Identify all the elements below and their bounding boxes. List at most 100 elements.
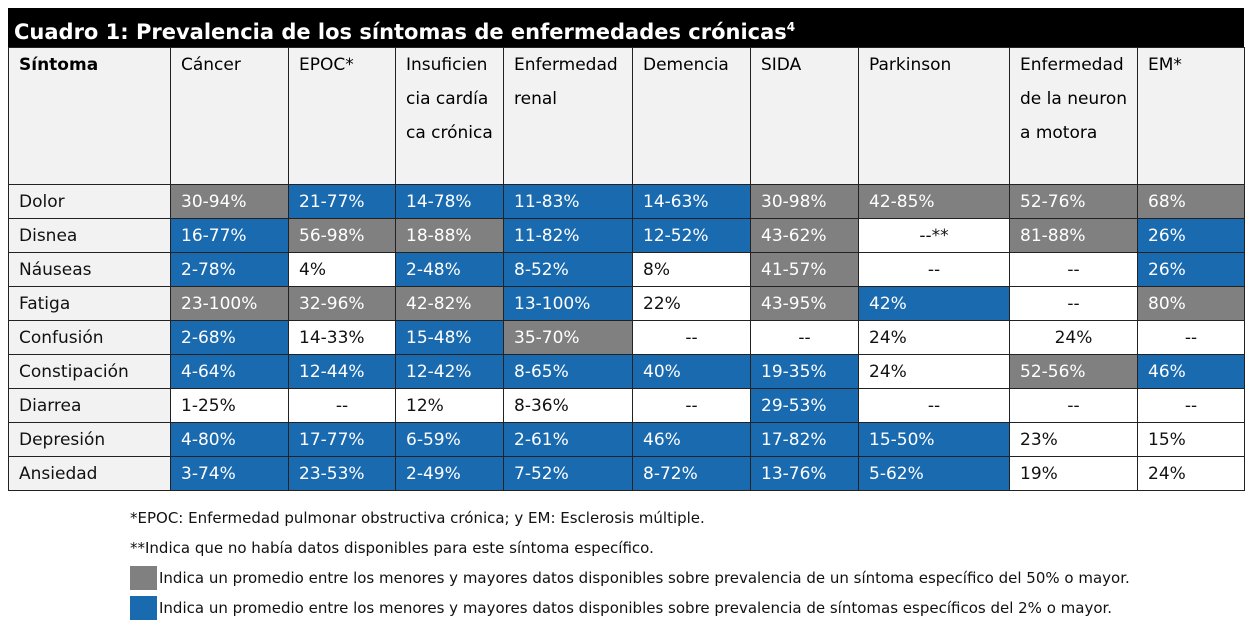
prevalence-cell: 13-76% (750, 456, 859, 491)
prevalence-cell: -- (750, 320, 859, 355)
prevalence-cell: 29-53% (750, 388, 859, 423)
table-row: Constipación 4-64% 12-44% 12-42% 8-65% 40% 19-… (8, 354, 1245, 389)
prevalence-cell: 16-77% (170, 218, 289, 253)
prevalence-cell: 17-77% (288, 422, 396, 457)
prevalence-cell: 19-35% (750, 354, 859, 389)
prevalence-cell: 4-64% (170, 354, 289, 389)
prevalence-cell: 24% (858, 354, 1010, 389)
prevalence-cell: 32-96% (288, 286, 396, 321)
prevalence-cell: 11-83% (503, 184, 633, 219)
prevalence-cell: 30-94% (170, 184, 289, 219)
prevalence-cell: 23-100% (170, 286, 289, 321)
prevalence-cell: 14-78% (395, 184, 504, 219)
prevalence-cell: 2-78% (170, 252, 289, 287)
prevalence-cell: -- (1009, 286, 1138, 321)
footnotes: *EPOC: Enfermedad pulmonar obstructiva c… (130, 503, 1130, 623)
column-header: Insuficiencia cardíaca crónica (395, 47, 504, 185)
symptom-label: Confusión (8, 320, 171, 355)
prevalence-cell: 42-85% (858, 184, 1010, 219)
legend-blue-text: Indica un promedio entre los menores y m… (159, 599, 1113, 617)
prevalence-cell: 12-42% (395, 354, 504, 389)
prevalence-cell: 52-76% (1009, 184, 1138, 219)
symptom-label: Constipación (8, 354, 171, 389)
prevalence-cell: -- (1137, 320, 1245, 355)
table-row: Náuseas 2-78% 4% 2-48% 8-52% 8% 41-57% -- -- 26% (8, 252, 1245, 287)
blue-swatch (130, 596, 157, 620)
prevalence-cell: --** (858, 218, 1010, 253)
prevalence-cell: 21-77% (288, 184, 396, 219)
prevalence-cell: 4% (288, 252, 396, 287)
prevalence-cell: 35-70% (503, 320, 633, 355)
symptom-label: Dolor (8, 184, 171, 219)
prevalence-cell: 26% (1137, 252, 1245, 287)
prevalence-cell: 17-82% (750, 422, 859, 457)
prevalence-cell: 46% (1137, 354, 1245, 389)
symptom-label: Depresión (8, 422, 171, 457)
prevalence-cell: -- (288, 388, 396, 423)
prevalence-cell: 18-88% (395, 218, 504, 253)
prevalence-cell: 15-50% (858, 422, 1010, 457)
prevalence-cell: 2-49% (395, 456, 504, 491)
table-row: Depresión 4-80% 17-77% 6-59% 2-61% 46% 17-82% 1… (8, 422, 1245, 457)
column-header: EPOC* (288, 47, 396, 185)
prevalence-cell: 7-52% (503, 456, 633, 491)
column-header: SIDA (750, 47, 859, 185)
prevalence-table: Síntoma Cáncer EPOC* Insuficiencia cardíaca… (8, 47, 1245, 491)
prevalence-cell: 12-52% (632, 218, 751, 253)
symptom-label: Ansiedad (8, 456, 171, 491)
column-header: Demencia (632, 47, 751, 185)
prevalence-cell: 1-25% (170, 388, 289, 423)
column-header: Cáncer (170, 47, 289, 185)
column-header: Síntoma (8, 47, 171, 185)
prevalence-cell: 12-44% (288, 354, 396, 389)
prevalence-cell: 23% (1009, 422, 1138, 457)
prevalence-cell: -- (1009, 388, 1138, 423)
column-header: Parkinson (858, 47, 1010, 185)
prevalence-cell: -- (858, 388, 1010, 423)
table-row: Disnea 16-77% 56-98% 18-88% 11-82% 12-52% 43-6… (8, 218, 1245, 253)
prevalence-cell: 52-56% (1009, 354, 1138, 389)
table-title: Cuadro 1: Prevalencia de los síntomas de… (8, 8, 1244, 47)
prevalence-cell: 40% (632, 354, 751, 389)
title-text: Cuadro 1: Prevalencia de los síntomas de… (14, 20, 787, 44)
prevalence-cell: 24% (1137, 456, 1245, 491)
prevalence-cell: 24% (1009, 320, 1138, 355)
prevalence-cell: 43-95% (750, 286, 859, 321)
prevalence-cell: -- (1009, 252, 1138, 287)
prevalence-cell: 56-98% (288, 218, 396, 253)
prevalence-cell: -- (1137, 388, 1245, 423)
column-header: Enfermedad renal (503, 47, 633, 185)
header-row: Síntoma Cáncer EPOC* Insuficiencia cardíaca… (8, 47, 1245, 185)
prevalence-cell: 15-48% (395, 320, 504, 355)
table-row: Ansiedad 3-74% 23-53% 2-49% 7-52% 8-72% 13-76%… (8, 456, 1245, 491)
prevalence-cell: 81-88% (1009, 218, 1138, 253)
prevalence-cell: 26% (1137, 218, 1245, 253)
column-header: EM* (1137, 47, 1245, 185)
prevalence-cell: 19% (1009, 456, 1138, 491)
prevalence-cell: 3-74% (170, 456, 289, 491)
table-row: Diarrea 1-25% -- 12% 8-36% -- 29-53% -- -- -- (8, 388, 1245, 423)
prevalence-cell: 30-98% (750, 184, 859, 219)
prevalence-cell: 14-33% (288, 320, 396, 355)
table-row: Fatiga 23-100% 32-96% 42-82% 13-100% 22% 43-95… (8, 286, 1245, 321)
prevalence-cell: 15% (1137, 422, 1245, 457)
symptom-label: Fatiga (8, 286, 171, 321)
symptom-prevalence-table-box: Cuadro 1: Prevalencia de los síntomas de… (8, 8, 1245, 491)
prevalence-cell: 43-62% (750, 218, 859, 253)
prevalence-cell: -- (632, 388, 751, 423)
prevalence-cell: 23-53% (288, 456, 396, 491)
prevalence-cell: -- (632, 320, 751, 355)
prevalence-cell: 24% (858, 320, 1010, 355)
prevalence-cell: 2-48% (395, 252, 504, 287)
prevalence-cell: 42% (858, 286, 1010, 321)
prevalence-cell: 22% (632, 286, 751, 321)
note-abbreviations: *EPOC: Enfermedad pulmonar obstructiva c… (130, 509, 705, 527)
prevalence-cell: 2-61% (503, 422, 633, 457)
symptom-label: Diarrea (8, 388, 171, 423)
legend-gray-text: Indica un promedio entre los menores y m… (159, 569, 1130, 587)
prevalence-cell: 8-72% (632, 456, 751, 491)
prevalence-cell: 5-62% (858, 456, 1010, 491)
prevalence-cell: 42-82% (395, 286, 504, 321)
prevalence-cell: -- (858, 252, 1010, 287)
prevalence-cell: 8-52% (503, 252, 633, 287)
